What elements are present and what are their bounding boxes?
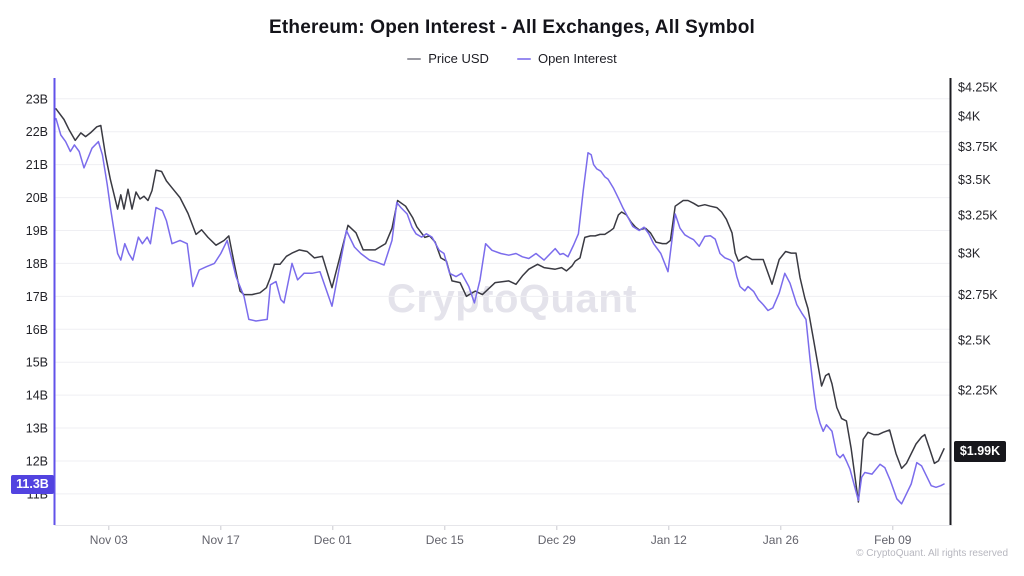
x-tick-label: Jan 12 <box>651 533 687 547</box>
y-left-tick-label: 16B <box>26 323 48 337</box>
legend-item-open-interest[interactable]: Open Interest <box>516 51 617 66</box>
y-left-tick-label: 17B <box>26 290 48 304</box>
y-left-tick-label: 18B <box>26 257 48 271</box>
y-right-tick-label: $4.25K <box>958 81 998 95</box>
y-left-tick-label: 14B <box>26 389 48 403</box>
x-tick-label: Nov 03 <box>90 533 128 547</box>
y-left-tick-label: 21B <box>26 158 48 172</box>
x-tick-label: Feb 09 <box>874 533 912 547</box>
x-tick-label: Dec 01 <box>314 533 352 547</box>
legend-price-label: Price USD <box>428 51 489 66</box>
chart-title: Ethereum: Open Interest - All Exchanges,… <box>268 17 755 38</box>
y-left-tick-label: 15B <box>26 356 48 370</box>
open-interest-last-value-badge: 11.3B <box>11 474 54 494</box>
y-right-tick-label: $3K <box>958 247 981 261</box>
x-tick-label: Dec 15 <box>426 533 464 547</box>
y-right-tick-label: $2.5K <box>958 334 991 348</box>
y-left-tick-label: 20B <box>26 191 48 205</box>
y-left-tick-label: 22B <box>26 125 48 139</box>
price-last-value-badge: $1.99K <box>954 440 1006 462</box>
legend: Price USD Open Interest <box>0 51 1024 66</box>
price-line <box>55 108 945 503</box>
y-right-tick-label: $4K <box>958 109 981 123</box>
x-tick-label: Nov 17 <box>202 533 240 547</box>
y-left-tick-label: 12B <box>26 454 48 468</box>
y-right-tick-label: $3.75K <box>958 140 998 154</box>
y-left-tick-label: 13B <box>26 422 48 436</box>
price-series-dash-icon <box>407 57 422 60</box>
y-left-tick-label: 23B <box>26 92 48 106</box>
y-left-tick-label: 19B <box>26 224 48 238</box>
open-interest-line <box>55 117 945 505</box>
copyright-note: © CryptoQuant. All rights reserved <box>856 548 1008 559</box>
legend-open-interest-label: Open Interest <box>537 51 617 66</box>
open-interest-series-dash-icon <box>516 57 531 60</box>
y-right-tick-label: $3.5K <box>958 173 991 187</box>
y-right-tick-label: $3.25K <box>958 208 998 222</box>
cryptoquant-watermark: CryptoQuant <box>387 277 637 321</box>
y-right-tick-label: $2.25K <box>958 384 998 398</box>
y-right-tick-label: $2.75K <box>958 288 998 302</box>
legend-item-price[interactable]: Price USD <box>407 51 489 66</box>
x-tick-label: Jan 26 <box>763 533 799 547</box>
x-tick-label: Dec 29 <box>538 533 576 547</box>
